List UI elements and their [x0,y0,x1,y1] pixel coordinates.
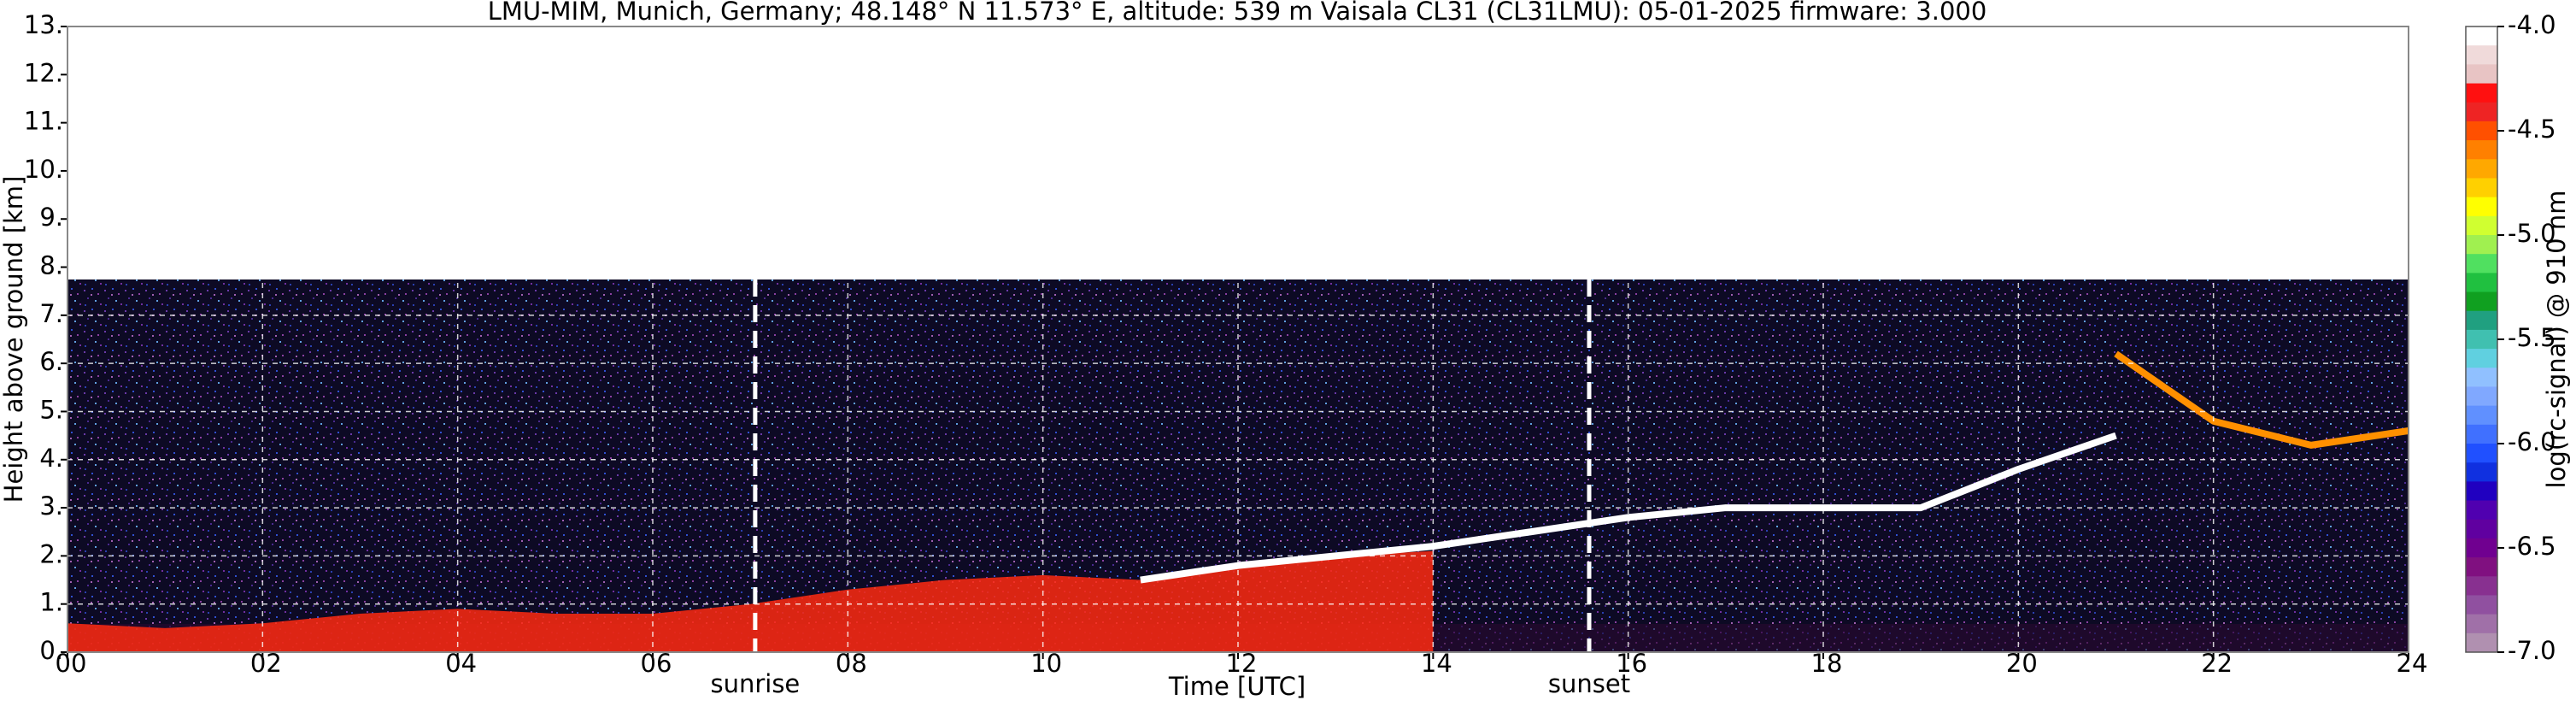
colorbar-swatch [2466,462,2497,482]
colorbar-swatch [2466,45,2497,65]
layer-area [67,550,1434,652]
x-tick-label: 10 [1030,649,1062,678]
colorbar-swatch [2466,215,2497,236]
data-layer [67,350,2409,652]
colorbar-tick-label: -5.0 [2508,219,2556,248]
colorbar-swatch [2466,557,2497,577]
colorbar-swatch [2466,595,2497,615]
colorbar-swatch [2466,64,2497,85]
colorbar-swatch [2466,405,2497,426]
y-tick-label: 3. [39,491,63,521]
x-tick-label: 14 [1421,649,1452,678]
colorbar-swatch [2466,291,2497,312]
colorbar-swatch [2466,329,2497,350]
x-tick-label: 24 [2397,649,2428,678]
y-tick-label: 2. [39,539,63,568]
x-tick-label: 06 [641,649,672,678]
x-tick-label: 16 [1616,649,1647,678]
colorbar-swatch [2466,26,2497,46]
x-tick-label: 18 [1811,649,1843,678]
colorbar-swatch [2466,273,2497,293]
colorbar-swatch [2466,368,2497,387]
annotation-label: sunrise [710,669,800,698]
y-tick-label: 0. [39,636,63,665]
layer-line [2114,350,2409,449]
layer-line [1140,432,2117,584]
colorbar-swatch [2466,140,2497,160]
y-tick-label: 9. [39,203,63,232]
colorbar-swatch [2466,500,2497,521]
colorbar-swatch [2466,310,2497,331]
colorbar: -4.0 -4.5 -5.0 -5.5 -6.0 -6.5 -7.0 [2465,10,2556,665]
y-tick-label: 10. [24,155,63,184]
y-tick-label: 12. [24,58,63,87]
colorbar-swatch [2466,424,2497,444]
x-tick-label: 22 [2201,649,2233,678]
annotation-label: sunset [1548,669,1630,698]
x-tick-label: 00 [56,649,87,678]
y-axis-label: Height above ground [km] [0,176,28,503]
colorbar-swatch [2466,197,2497,217]
y-tick-label: 5. [39,395,63,424]
colorbar-swatch [2466,614,2497,634]
colorbar-tick-label: -4.0 [2508,10,2556,39]
colorbar-swatch [2466,254,2497,274]
colorbar-tick-label: -5.5 [2508,323,2556,352]
x-tick-label: 02 [250,649,282,678]
plot-frame [67,26,2409,653]
colorbar-swatch [2466,159,2497,179]
colorbar-swatch [2466,538,2497,558]
x-tick-label: 04 [445,649,477,678]
colorbar-swatch [2466,349,2497,368]
colorbar-swatch [2466,178,2497,198]
y-tick-label: 11. [24,107,63,136]
colorbar-swatch [2466,576,2497,596]
x-tick-label: 08 [836,649,867,678]
colorbar-swatch [2466,519,2497,539]
y-tick-label: 1. [39,588,63,617]
y-tick-label: 4. [39,444,63,473]
colorbar-swatch [2466,481,2497,502]
chart-title: LMU-MIM, Munich, Germany; 48.148° N 11.5… [488,0,1987,26]
colorbar-tick-label: -6.0 [2508,427,2556,456]
colorbar-swatch [2466,444,2497,463]
x-tick-label: 12 [1226,649,1258,678]
colorbar-swatch [2466,235,2497,255]
colorbar-swatch [2466,632,2497,653]
y-tick-label: 8. [39,251,63,280]
colorbar-swatch [2466,102,2497,122]
colorbar-tick-label: -4.5 [2508,115,2556,144]
colorbar-swatch [2466,121,2497,141]
x-tick-label: 20 [2006,649,2038,678]
colorbar-label: log(rc-signal) @ 910 nm [2542,191,2571,489]
y-tick-label: 6. [39,347,63,376]
y-tick-label: 7. [39,299,63,328]
colorbar-tick-label: -6.5 [2508,532,2556,561]
y-tick-label: 13. [24,10,63,39]
colorbar-swatch [2466,386,2497,407]
colorbar-swatch [2466,83,2497,103]
colorbar-tick-label: -7.0 [2508,636,2556,665]
x-axis-label: Time [UTC] [1168,672,1306,701]
